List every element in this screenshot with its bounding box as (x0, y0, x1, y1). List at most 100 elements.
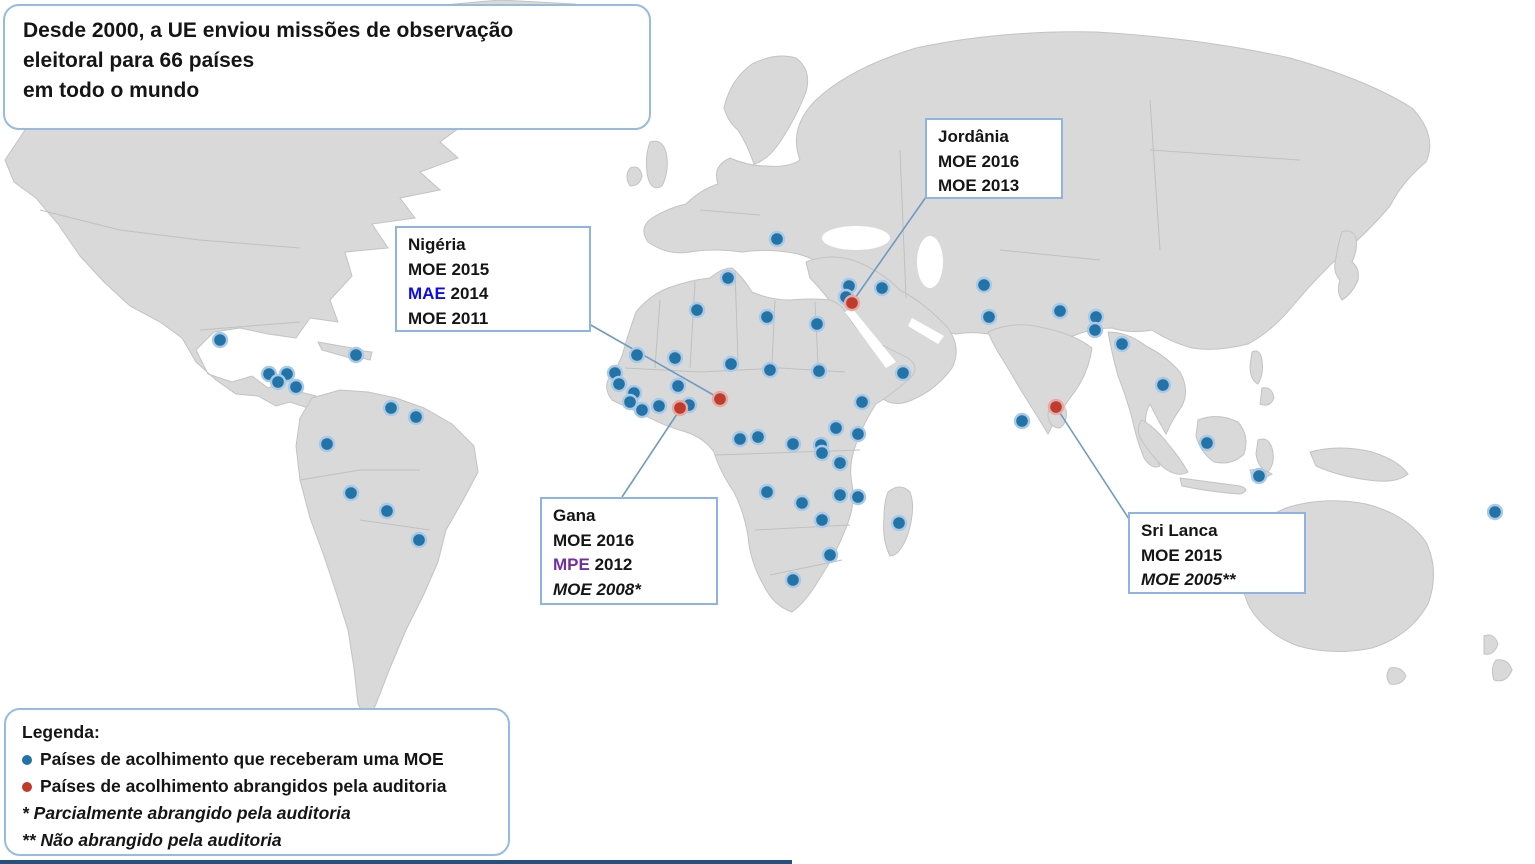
moe-host-country-dot (1486, 503, 1504, 521)
moe-host-country-dot (719, 269, 737, 287)
legend-item: Países de acolhimento que receberam uma … (22, 746, 492, 773)
leader-line-gana (621, 410, 680, 498)
land-ireland (626, 166, 643, 187)
land-scandinavia (723, 55, 809, 165)
moe-host-country-dot (975, 276, 993, 294)
land-britain (645, 140, 668, 189)
callout-jordania: Jordânia MOE 2016 MOE 2013 (925, 118, 1063, 199)
moe-host-country-dot (731, 430, 749, 448)
title-line: eleitoral para 66 países (23, 49, 255, 73)
callout-country-name: Nigéria (408, 235, 466, 254)
moe-host-country-dot (980, 308, 998, 326)
callout-nigeria: Nigéria MOE 2015 MAE 2014 MOE 2011 (395, 226, 591, 332)
callout-leader-lines (588, 196, 1130, 520)
callout-country-name: Jordânia (938, 127, 1009, 146)
land-tasmania (1386, 667, 1407, 685)
moe-host-country-dot (810, 362, 828, 380)
moe-host-country-dot (813, 444, 831, 462)
legend-items: Países de acolhimento que receberam uma … (22, 746, 492, 800)
moe-host-country-dot (890, 514, 908, 532)
moe-host-country-dot (758, 483, 776, 501)
mission-dots (211, 230, 1504, 589)
moe-host-country-dot (410, 531, 428, 549)
blue-dot-icon (22, 754, 32, 765)
moe-host-country-dot (382, 399, 400, 417)
moe-host-country-dot (894, 364, 912, 382)
moe-host-country-dot (1013, 412, 1031, 430)
title-line: Desde 2000, a UE enviou missões de obser… (23, 19, 514, 42)
moe-host-country-dot (287, 378, 305, 396)
callout-sri-lanca: Sri Lanca MOE 2015 MOE 2005** (1128, 512, 1306, 594)
audited-country-dot (671, 399, 689, 417)
callout-mission-line: MOE 2015 (408, 259, 490, 279)
moe-host-country-dot (633, 401, 651, 419)
audited-country-dot (843, 294, 861, 312)
moe-host-country-dot (347, 346, 365, 364)
moe-host-country-dot (1086, 321, 1104, 339)
callout-country-name: Gana (553, 506, 596, 525)
moe-host-country-dot (853, 393, 871, 411)
land-borneo (1195, 416, 1247, 464)
audited-country-dot (711, 390, 729, 408)
legend-box: Legenda: Países de acolhimento que receb… (4, 708, 510, 856)
moe-host-country-dot (688, 301, 706, 319)
callout-mission-line: MOE 2011 (408, 308, 489, 328)
caspian-sea (917, 236, 943, 288)
leader-line-sri-lanca (1057, 409, 1130, 520)
moe-host-country-dot (758, 308, 776, 326)
bottom-edge-strip (0, 860, 792, 864)
callout-gana: Gana MOE 2016 MPE 2012 MOE 2008* (540, 497, 718, 605)
callout-mission-line: MOE 2008* (553, 579, 641, 599)
black-sea (822, 226, 890, 250)
moe-host-country-dot (1250, 467, 1268, 485)
land-java (1179, 477, 1247, 495)
inland-seas (822, 226, 944, 368)
land-indochina (1107, 331, 1186, 468)
legend-item: Países de acolhimento abrangidos pela au… (22, 773, 492, 800)
moe-host-country-dot (831, 486, 849, 504)
callout-mission-line: MAE 2014 (408, 284, 489, 303)
moe-host-country-dot (407, 408, 425, 426)
title-box: Desde 2000, a UE enviou missões de obser… (3, 4, 651, 130)
moe-host-country-dot (610, 375, 628, 393)
callout-mission-line: MOE 2016 (938, 151, 1020, 171)
land-india (987, 324, 1093, 436)
moe-host-country-dot (1051, 302, 1069, 320)
moe-host-country-dot (378, 502, 396, 520)
callout-mission-line: MOE 2015 (1141, 545, 1223, 565)
title-line: em todo o mundo (23, 79, 200, 103)
moe-host-country-dot (1154, 376, 1172, 394)
land-philippines (1249, 350, 1275, 406)
moe-host-country-dot (808, 315, 826, 333)
legend-heading: Legenda: (22, 722, 100, 742)
callout-mission-line: MOE 2016 (553, 530, 635, 550)
moe-host-country-dot (821, 546, 839, 564)
moe-host-country-dot (813, 511, 831, 529)
leader-line-jordania (852, 196, 927, 302)
moe-host-country-dot (749, 428, 767, 446)
legend-footnote: ** Não abrangido pela auditoria (22, 830, 282, 850)
callout-mission-line: MOE 2005** (1141, 570, 1236, 589)
red-sea (845, 308, 896, 368)
moe-host-country-dot (722, 355, 740, 373)
callout-country-name: Sri Lanca (1141, 521, 1218, 540)
moe-host-country-dot (827, 419, 845, 437)
persian-gulf (908, 318, 944, 344)
legend-footnote: * Parcialmente abrangido pela auditoria (22, 803, 351, 823)
land-sulawesi (1255, 438, 1274, 473)
moe-host-country-dot (849, 425, 867, 443)
moe-host-country-dot (849, 488, 867, 506)
moe-host-country-dot (666, 349, 684, 367)
moe-host-country-dot (211, 331, 229, 349)
moe-host-country-dot (1198, 434, 1216, 452)
moe-host-country-dot (318, 435, 336, 453)
land-new-zealand (1483, 634, 1513, 682)
red-dot-icon (22, 781, 32, 792)
audited-country-dot (1047, 398, 1065, 416)
moe-host-country-dot (628, 346, 646, 364)
leader-line-nigeria (588, 323, 718, 398)
moe-host-country-dot (873, 279, 891, 297)
moe-host-country-dot (1113, 335, 1131, 353)
moe-host-country-dot (831, 454, 849, 472)
